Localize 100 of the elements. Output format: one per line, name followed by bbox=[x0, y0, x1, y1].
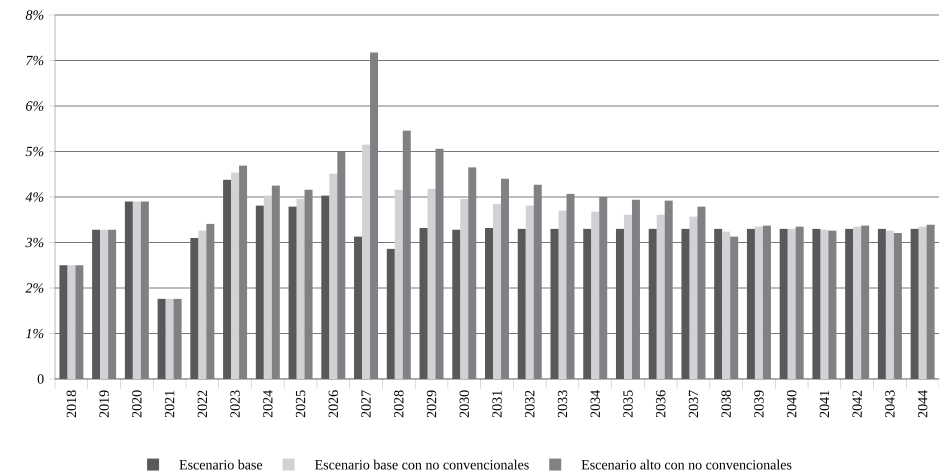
bar bbox=[878, 228, 886, 379]
x-tick-label: 2026 bbox=[328, 390, 338, 418]
x-tick-label: 2039 bbox=[754, 390, 764, 418]
bar bbox=[624, 214, 632, 379]
bar bbox=[100, 230, 108, 379]
bar bbox=[853, 226, 862, 379]
legend-label: Escenario alto con no convencionales bbox=[582, 460, 792, 470]
bar bbox=[746, 228, 755, 379]
bar bbox=[861, 226, 870, 379]
x-tick-label: 2043 bbox=[885, 390, 895, 418]
bar bbox=[845, 228, 854, 379]
bar bbox=[420, 228, 428, 379]
bar bbox=[321, 196, 330, 379]
x-tick-label: 2038 bbox=[721, 390, 731, 418]
bar bbox=[206, 224, 214, 379]
bar bbox=[386, 248, 395, 379]
bar bbox=[591, 212, 600, 379]
x-tick-label: 2018 bbox=[66, 390, 76, 418]
bar bbox=[166, 298, 174, 379]
x-tick-label: 2041 bbox=[820, 390, 830, 418]
bar bbox=[198, 230, 206, 379]
x-tick-label: 2024 bbox=[263, 390, 273, 418]
legend-label: Escenario base bbox=[179, 460, 262, 470]
x-tick-label: 2042 bbox=[852, 390, 862, 418]
x-tick-label: 2030 bbox=[460, 390, 469, 418]
bar bbox=[926, 224, 935, 379]
bar bbox=[67, 265, 76, 379]
bar bbox=[231, 172, 240, 379]
bar bbox=[402, 130, 411, 379]
bar bbox=[599, 197, 608, 379]
bar bbox=[485, 228, 494, 379]
bar bbox=[428, 188, 436, 379]
bar bbox=[616, 228, 624, 379]
bar bbox=[92, 230, 100, 379]
bar bbox=[534, 184, 542, 379]
x-tick-label: 2027 bbox=[361, 390, 371, 418]
y-tick-label: 2% bbox=[25, 283, 44, 293]
y-tick-label: 4% bbox=[26, 192, 44, 202]
bar bbox=[918, 226, 927, 379]
bar bbox=[886, 230, 894, 379]
bar bbox=[558, 210, 566, 379]
bar bbox=[468, 167, 476, 379]
bar bbox=[681, 228, 690, 379]
bar bbox=[108, 230, 116, 379]
bar bbox=[714, 228, 722, 379]
bar bbox=[583, 228, 592, 379]
bar bbox=[272, 186, 280, 379]
bar bbox=[329, 174, 338, 379]
x-tick-label: 2040 bbox=[786, 390, 796, 418]
bar bbox=[501, 178, 510, 379]
x-tick-label: 2028 bbox=[394, 390, 404, 418]
bar bbox=[722, 232, 730, 379]
bar bbox=[75, 265, 84, 379]
bar bbox=[239, 166, 248, 379]
bar bbox=[304, 190, 313, 379]
x-tick-label: 2031 bbox=[492, 390, 502, 418]
bar bbox=[689, 216, 698, 379]
bar bbox=[354, 236, 362, 379]
bar bbox=[648, 228, 657, 379]
x-tick-label: 2023 bbox=[230, 390, 240, 418]
bar bbox=[362, 144, 370, 379]
y-tick-label: 3% bbox=[25, 238, 44, 248]
bar bbox=[190, 238, 198, 379]
bar bbox=[140, 202, 149, 379]
bar bbox=[730, 236, 738, 379]
y-tick-label: 0 bbox=[38, 374, 44, 384]
bar bbox=[812, 228, 820, 379]
bar bbox=[394, 190, 403, 379]
bar bbox=[518, 228, 526, 379]
bar bbox=[788, 228, 796, 379]
y-tick-label: 5% bbox=[26, 146, 44, 156]
bar bbox=[452, 230, 460, 379]
x-tick-label: 2044 bbox=[918, 390, 928, 418]
x-tick-label: 2036 bbox=[656, 390, 666, 418]
x-tick-label: 2025 bbox=[296, 390, 306, 418]
bar bbox=[124, 202, 133, 379]
bar bbox=[370, 52, 378, 379]
bar bbox=[493, 204, 502, 379]
legend-label: Escenario base con no convencionales bbox=[315, 460, 529, 470]
bar bbox=[820, 230, 828, 379]
bar bbox=[910, 228, 919, 379]
bar bbox=[697, 206, 706, 379]
bar bbox=[632, 200, 640, 379]
x-tick-label: 2033 bbox=[558, 390, 568, 418]
bar bbox=[296, 198, 305, 379]
bar bbox=[288, 206, 297, 379]
bar bbox=[174, 298, 182, 379]
y-tick-label: 1% bbox=[26, 328, 44, 338]
bar bbox=[158, 298, 166, 379]
bar bbox=[894, 232, 902, 379]
bar bbox=[780, 228, 788, 379]
bar bbox=[460, 198, 468, 379]
bar bbox=[132, 202, 141, 379]
x-tick-label: 2034 bbox=[590, 390, 600, 418]
bar bbox=[828, 230, 836, 379]
bar bbox=[59, 265, 68, 379]
bar bbox=[526, 206, 534, 379]
bar bbox=[550, 228, 558, 379]
x-tick-label: 2019 bbox=[99, 390, 109, 418]
bar bbox=[256, 206, 264, 379]
